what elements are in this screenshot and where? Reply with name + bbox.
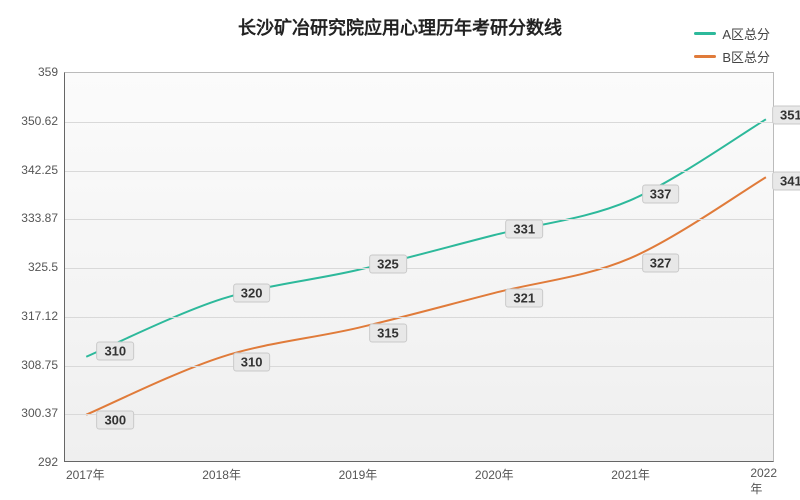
y-axis-label: 325.5 <box>6 260 58 274</box>
data-label: 331 <box>505 219 543 238</box>
y-axis-label: 342.25 <box>6 163 58 177</box>
series-line <box>86 119 766 356</box>
data-label: 325 <box>369 254 407 273</box>
y-axis-label: 308.75 <box>6 358 58 372</box>
grid-line <box>65 366 773 367</box>
y-axis-label: 300.37 <box>6 406 58 420</box>
data-label: 337 <box>642 185 680 204</box>
grid-line <box>65 317 773 318</box>
data-label: 310 <box>233 353 271 372</box>
data-label: 315 <box>369 324 407 343</box>
x-axis-label: 2022年 <box>750 466 783 497</box>
grid-line <box>65 219 773 220</box>
x-axis-label: 2020年 <box>475 466 514 483</box>
grid-line <box>65 171 773 172</box>
legend-label: B区总分 <box>722 47 770 66</box>
chart-title: 长沙矿冶研究院应用心理历年考研分数线 <box>0 14 800 40</box>
y-axis-label: 317.12 <box>6 309 58 323</box>
legend-item: B区总分 <box>694 47 770 66</box>
legend-swatch <box>694 55 716 58</box>
legend-label: A区总分 <box>722 24 770 43</box>
legend-item: A区总分 <box>694 24 770 43</box>
legend: A区总分 B区总分 <box>694 24 770 70</box>
x-axis-label: 2019年 <box>339 466 378 483</box>
y-axis-label: 350.62 <box>6 114 58 128</box>
x-axis-label: 2021年 <box>611 466 650 483</box>
data-label: 327 <box>642 254 680 273</box>
series-line <box>86 177 766 414</box>
grid-line <box>65 414 773 415</box>
y-axis-label: 333.87 <box>6 211 58 225</box>
x-axis-label: 2017年 <box>66 466 105 483</box>
grid-line <box>65 122 773 123</box>
data-label: 351 <box>772 105 800 124</box>
chart-container: 长沙矿冶研究院应用心理历年考研分数线 A区总分 B区总分 292 300.37 308… <box>0 0 800 500</box>
x-axis-label: 2018年 <box>202 466 241 483</box>
data-label: 310 <box>96 342 134 361</box>
legend-swatch <box>694 32 716 35</box>
y-axis-label: 359 <box>6 65 58 79</box>
data-label: 320 <box>233 284 271 303</box>
data-label: 300 <box>96 411 134 430</box>
y-axis-label: 292 <box>6 455 58 469</box>
data-label: 321 <box>505 289 543 308</box>
data-label: 341 <box>772 171 800 190</box>
